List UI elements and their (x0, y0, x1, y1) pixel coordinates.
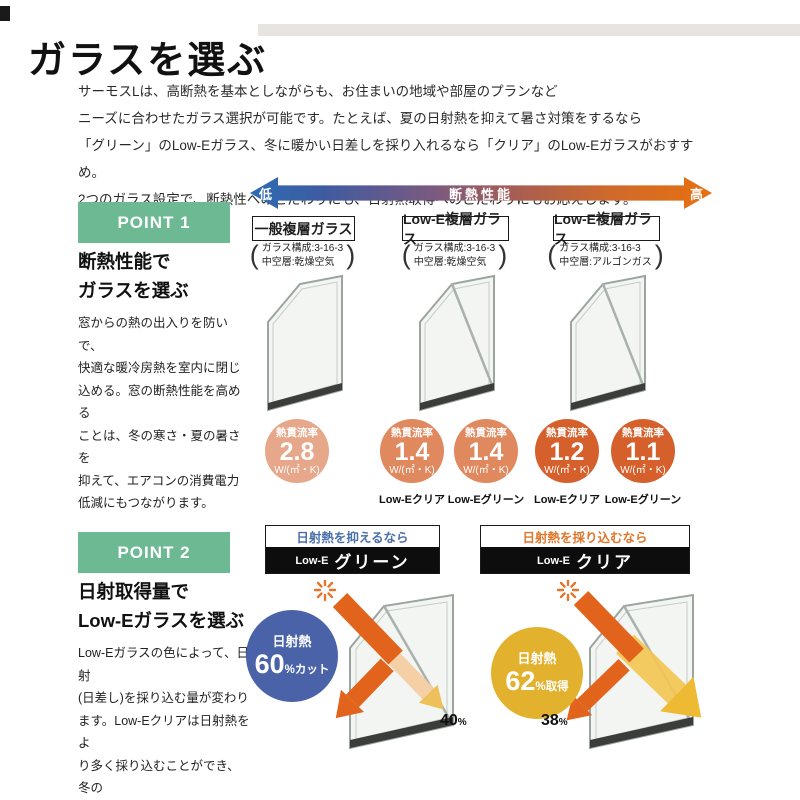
corner-mark (0, 6, 10, 21)
paren-close: ) (654, 240, 664, 270)
thermal-value: 1.2 (549, 437, 585, 466)
percent-value: 38 (541, 712, 559, 729)
thermal-label: 熱貫流率 (465, 426, 507, 439)
circle-sublabel: Low-Eグリーン (447, 494, 525, 506)
paren-open: ( (249, 240, 259, 270)
spec-line: 中空層:乾燥空気 (261, 256, 335, 268)
point2-heading: 日射取得量で Low-Eガラスを選ぶ (78, 581, 245, 631)
panel-product-bar: Low-E グリーン (266, 547, 439, 573)
spec-line: ガラス構成:3-16-3 (559, 243, 641, 254)
panel-tagline: 日射熱を採り込むなら (522, 531, 648, 545)
thermal-unit: W/(㎡・K) (389, 464, 435, 476)
glass-type-box-2: Low-E複層ガラス (402, 211, 509, 247)
percent-value: 40 (440, 712, 458, 729)
solar-circle-label: 日射熱 (517, 651, 557, 666)
scale-high-label: 高 (689, 186, 703, 202)
product-prefix: Low-E (537, 554, 570, 567)
thermal-circle-1_2-clear: 熱貫流率 1.2 W/(㎡・K) (535, 419, 599, 483)
thermal-unit: W/(㎡・K) (463, 464, 509, 476)
panel-product-bar: Low-E クリア (481, 547, 689, 573)
glass-spec-3: ( ガラス構成:3-16-3 中空層:アルゴンガス ) (543, 242, 668, 269)
paren-open: ( (547, 240, 557, 270)
transmitted-percentage: 40 % (440, 712, 467, 730)
thermal-unit: W/(㎡・K) (620, 464, 666, 476)
point1-body: 窓からの熱の出入りを防いで、 快適な暖冷房熱を室内に閉じ 込める。窓の断熱性能を… (78, 316, 241, 510)
circle-sublabel: Low-Eクリア (379, 494, 445, 506)
solar-circle-label: 日射熱 (272, 634, 312, 649)
title-rule (258, 24, 800, 36)
point2-badge: POINT 2 (78, 532, 230, 573)
solar-panel-header-clear: 日射熱を採り込むなら Low-E クリア (480, 525, 690, 574)
solar-circle-suffix: %取得 (535, 681, 569, 693)
glass-spec-2: ( ガラス構成:3-16-3 中空層:乾燥空気 ) (392, 242, 517, 269)
solar-circle-value: 60 (254, 649, 285, 679)
spec-line: 中空層:アルゴンガス (559, 256, 652, 268)
scale-low-label: 低 (259, 186, 273, 202)
percent-unit: % (558, 717, 568, 728)
thermal-unit: W/(㎡・K) (544, 464, 590, 476)
spec-line: 中空層:乾燥空気 (413, 256, 487, 268)
point1-badge: POINT 1 (78, 202, 230, 243)
percent-unit: % (457, 717, 467, 728)
thermal-label: 熱貫流率 (391, 426, 433, 439)
glass-panel-illustration-1 (267, 274, 343, 412)
thermal-unit: W/(㎡・K) (274, 464, 320, 476)
panel-tagline: 日射熱を抑えるなら (296, 531, 409, 545)
thermal-value: 1.4 (394, 437, 430, 466)
solar-cut-circle: 日射熱 60 %カット (246, 610, 338, 702)
solar-circle-value: 62 (505, 666, 536, 696)
intro-paragraph: サーモスLは、高断熱を基本としながらも、お住まいの地域や部屋のプランなど ニーズ… (78, 83, 694, 207)
circle-sublabel: Low-Eクリア (534, 494, 600, 506)
solar-circle-suffix: %カット (284, 664, 330, 676)
product-name: グリーン (334, 553, 410, 572)
point2-body: Low-Eガラスの色によって、日射 (日差し)を採り込む量が変わり ます。Low… (78, 646, 250, 795)
spec-line: ガラス構成:3-16-3 (261, 243, 344, 254)
glass-spec-1: ( ガラス構成:3-16-3 中空層:乾燥空気 ) (240, 242, 365, 269)
point1-heading: 断熱性能で ガラスを選ぶ (78, 251, 189, 301)
thermal-label: 熱貫流率 (622, 426, 664, 439)
thermal-circle-2_8: 熱貫流率 2.8 W/(㎡・K) (265, 419, 329, 483)
sun-icon (313, 580, 337, 602)
reflected-percentage: 38 % (541, 712, 568, 730)
glass-type-box-1: 一般複層ガラス (252, 216, 355, 241)
paren-close: ) (346, 240, 356, 270)
thermal-circle-1_4-green: 熱貫流率 1.4 W/(㎡・K) (454, 419, 518, 483)
sun-icon (556, 580, 580, 602)
product-name: クリア (576, 553, 633, 572)
glass-type-box-3: Low-E複層ガラス (553, 211, 660, 247)
thermal-value: 2.8 (279, 437, 315, 466)
glass-panel-illustration-2 (419, 274, 496, 412)
thermal-value: 1.1 (625, 437, 661, 466)
solar-diagram-clear (556, 580, 702, 750)
spec-line: ガラス構成:3-16-3 (413, 243, 496, 254)
thermal-value: 1.4 (468, 437, 504, 466)
thermal-circle-1_1-green: 熱貫流率 1.1 W/(㎡・K) (611, 419, 675, 483)
product-prefix: Low-E (295, 554, 329, 567)
thermal-circle-1_4-clear: 熱貫流率 1.4 W/(㎡・K) (380, 419, 444, 483)
thermal-label: 熱貫流率 (276, 426, 318, 439)
circle-sublabel: Low-Eグリーン (604, 494, 682, 506)
solar-panel-header-green: 日射熱を抑えるなら Low-E グリーン (265, 525, 440, 574)
paren-open: ( (401, 240, 411, 270)
scale-title: 断熱性能 (448, 186, 513, 202)
thermal-label: 熱貫流率 (546, 426, 588, 439)
solar-diagram-green (313, 580, 455, 750)
page-title: ガラスを選ぶ (28, 40, 268, 83)
solar-gain-circle: 日射熱 62 %取得 (491, 627, 583, 719)
paren-close: ) (498, 240, 508, 270)
glass-panel-illustration-3 (570, 274, 647, 412)
